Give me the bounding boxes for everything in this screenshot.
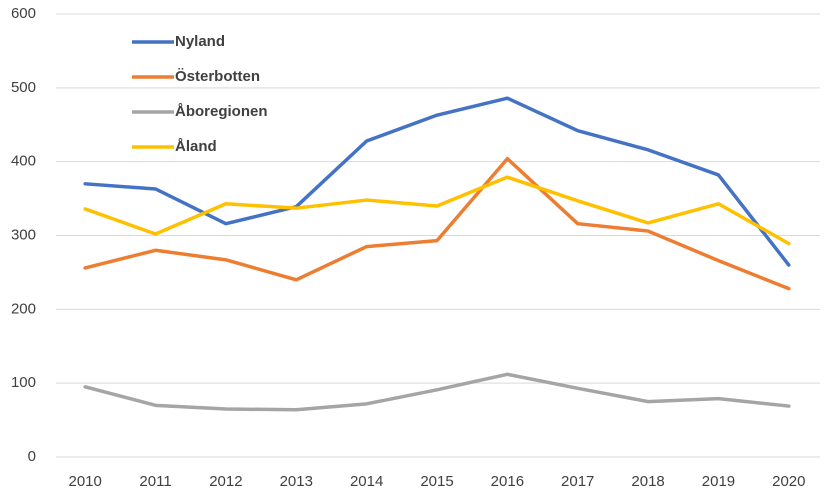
y-tick-label: 400 [11,153,36,170]
legend-label: Åland [175,138,217,155]
y-tick-label: 300 [11,226,36,243]
x-tick-label: 2011 [139,473,171,490]
y-tick-label: 500 [11,79,36,96]
legend-label: Åboregionen [175,103,268,120]
legend-label: Nyland [175,33,225,50]
x-tick-label: 2012 [209,473,242,490]
x-tick-label: 2013 [280,473,313,490]
y-tick-label: 0 [28,448,36,465]
legend-label: Österbotten [175,68,260,85]
series-line [83,156,791,291]
x-tick-label: 2014 [350,473,383,490]
series-line [83,175,791,246]
y-tick-label: 100 [11,374,36,391]
x-tick-label: 2010 [68,473,101,490]
x-tick-label: 2015 [420,473,453,490]
x-tick-label: 2018 [631,473,664,490]
x-tick-label: 2019 [702,473,735,490]
y-tick-label: 200 [11,300,36,317]
x-tick-label: 2016 [491,473,524,490]
series-line [83,372,791,412]
x-tick-label: 2020 [772,473,805,490]
y-tick-label: 600 [11,5,36,22]
x-tick-label: 2017 [561,473,594,490]
